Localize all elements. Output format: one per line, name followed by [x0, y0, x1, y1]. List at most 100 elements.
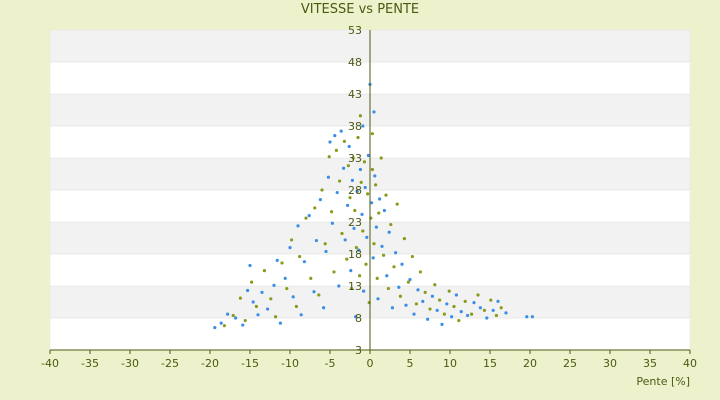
data-point — [397, 285, 401, 289]
data-point — [307, 214, 311, 218]
data-point — [499, 306, 503, 310]
data-point — [373, 174, 377, 178]
data-point — [418, 270, 422, 274]
y-tick-label: 43 — [348, 88, 362, 101]
data-point — [370, 201, 374, 205]
data-point — [366, 153, 370, 158]
data-point — [494, 313, 498, 318]
x-tick-label: 25 — [563, 357, 577, 370]
data-point — [219, 321, 223, 325]
data-point — [423, 290, 427, 294]
x-tick-label: -15 — [241, 357, 259, 370]
data-point — [525, 315, 529, 319]
data-point — [309, 276, 313, 280]
data-point — [362, 289, 366, 293]
data-point — [353, 208, 357, 213]
data-point — [384, 193, 388, 197]
data-point — [234, 316, 238, 320]
data-point — [362, 160, 366, 164]
data-point — [530, 315, 535, 319]
data-point — [254, 304, 258, 309]
data-point — [452, 304, 456, 309]
data-point — [248, 263, 252, 268]
data-point — [350, 286, 354, 291]
x-tick-label: -10 — [281, 357, 299, 370]
data-point — [262, 269, 266, 273]
data-point — [387, 230, 391, 234]
data-point — [350, 178, 354, 182]
data-point — [213, 326, 217, 330]
data-point — [363, 185, 367, 190]
data-point — [404, 303, 408, 307]
data-point — [379, 156, 383, 160]
data-point — [290, 238, 294, 242]
data-point — [459, 310, 463, 314]
data-point — [330, 221, 334, 225]
data-point — [251, 300, 255, 304]
data-point — [457, 318, 461, 323]
data-point — [335, 190, 339, 195]
y-tick-label: 28 — [348, 184, 362, 197]
data-point — [328, 140, 332, 144]
data-point — [256, 313, 260, 317]
data-point — [400, 262, 404, 266]
data-point — [348, 196, 352, 200]
data-point — [266, 307, 270, 311]
data-point — [482, 308, 486, 312]
data-point — [412, 312, 416, 316]
data-point — [380, 244, 384, 248]
data-point — [428, 307, 432, 311]
data-point — [352, 226, 356, 230]
data-point — [376, 297, 380, 301]
y-tick-label: 18 — [348, 248, 362, 261]
data-point — [361, 229, 365, 233]
y-tick-label: 23 — [348, 216, 362, 229]
data-point — [463, 299, 467, 303]
data-point — [402, 237, 406, 241]
data-point — [346, 164, 350, 168]
data-point — [283, 276, 287, 280]
data-point — [421, 299, 425, 303]
data-point — [313, 206, 317, 210]
data-point — [332, 270, 336, 274]
x-tick-label: -35 — [81, 357, 99, 370]
data-point — [370, 132, 374, 136]
data-point — [382, 208, 386, 213]
x-tick-label: 5 — [407, 357, 414, 370]
data-point — [241, 323, 245, 327]
data-point — [347, 144, 351, 149]
data-point — [337, 284, 341, 288]
data-point — [389, 222, 393, 227]
data-point — [314, 238, 318, 243]
data-point — [351, 156, 355, 160]
chart-title: VITESSE vs PENTE — [300, 2, 420, 17]
data-point — [364, 262, 368, 266]
data-point — [317, 293, 321, 297]
data-point — [323, 242, 327, 246]
data-point — [442, 312, 446, 316]
data-point — [272, 283, 276, 287]
data-point — [320, 188, 324, 192]
x-tick-label: -40 — [41, 357, 59, 370]
data-point — [366, 192, 370, 196]
data-point — [226, 312, 230, 316]
data-point — [250, 280, 254, 284]
data-point — [322, 306, 326, 310]
data-point — [386, 286, 390, 291]
data-point — [454, 293, 458, 297]
data-point — [294, 304, 298, 309]
data-point — [372, 110, 376, 114]
data-point — [426, 317, 430, 321]
data-point — [324, 249, 328, 254]
data-point — [304, 216, 308, 220]
data-point — [280, 261, 284, 265]
data-point — [339, 129, 343, 133]
data-point — [356, 135, 360, 140]
data-point — [269, 297, 273, 301]
data-point — [278, 321, 282, 325]
data-point — [358, 274, 362, 278]
data-point — [355, 189, 359, 193]
data-point — [285, 286, 289, 291]
data-point — [359, 180, 363, 184]
x-axis-label: Pente [%] — [636, 375, 690, 388]
